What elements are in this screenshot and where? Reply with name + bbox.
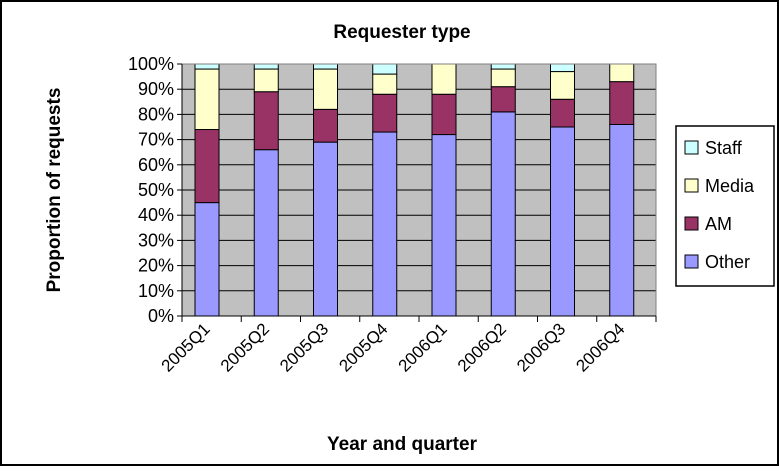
legend-label-media: Media (705, 176, 755, 196)
bar-segment-staff (253, 63, 279, 70)
y-tick-label: 90% (138, 79, 174, 99)
y-axis-label: Proportion of requests (44, 88, 65, 293)
bar-segment-staff (194, 63, 220, 70)
x-axis-label: Year and quarter (327, 434, 478, 455)
y-tick-label: 10% (138, 281, 174, 301)
bar-segment-am (490, 86, 516, 113)
bar-segment-media (194, 68, 220, 131)
bar-segment-media (490, 68, 516, 88)
chart-title: Requester type (333, 22, 470, 43)
bar-segment-media (313, 68, 338, 110)
bar-segment-other (313, 141, 338, 317)
legend-swatch-media (684, 178, 699, 193)
bar-segment-am (313, 108, 338, 143)
bar-segment-media (372, 73, 398, 95)
legend-label-staff: Staff (705, 138, 743, 158)
legend-swatch-am (684, 216, 699, 231)
bar-segment-other (372, 131, 398, 317)
bar-segment-media (609, 63, 635, 83)
legend-swatch-other (684, 254, 699, 269)
bar-segment-am (253, 91, 279, 151)
bar-segment-other (550, 126, 575, 317)
y-tick-label: 50% (138, 180, 174, 200)
bar-segment-am (431, 93, 457, 136)
y-tick-label: 80% (138, 104, 174, 124)
bar-segment-staff (313, 63, 338, 70)
bar-segment-am (372, 93, 398, 133)
bar-segment-other (431, 134, 457, 317)
bar-segment-other (253, 149, 279, 317)
bar-segment-staff (490, 63, 516, 70)
bar-segment-other (609, 123, 635, 317)
y-tick-label: 30% (138, 230, 174, 250)
legend-label-am: AM (705, 214, 732, 234)
bar-segment-other (490, 111, 516, 317)
bar-segment-media (431, 63, 457, 95)
bar-segment-am (609, 81, 635, 125)
bar-segment-am (194, 129, 220, 204)
y-tick-label: 0% (148, 306, 174, 326)
y-tick-label: 40% (138, 205, 174, 225)
legend-label-other: Other (705, 252, 750, 272)
bar-segment-am (550, 98, 575, 128)
bar-segment-other (194, 202, 220, 317)
bar-segment-media (550, 71, 575, 100)
y-tick-label: 100% (128, 54, 174, 74)
bar-segment-staff (550, 63, 575, 73)
bar-segment-staff (372, 63, 398, 75)
y-tick-label: 60% (138, 155, 174, 175)
y-tick-label: 20% (138, 256, 174, 276)
legend-swatch-staff (684, 140, 699, 155)
y-tick-label: 70% (138, 130, 174, 150)
legend: Staff Media AM Other (675, 125, 775, 287)
bar-segment-media (253, 68, 279, 93)
